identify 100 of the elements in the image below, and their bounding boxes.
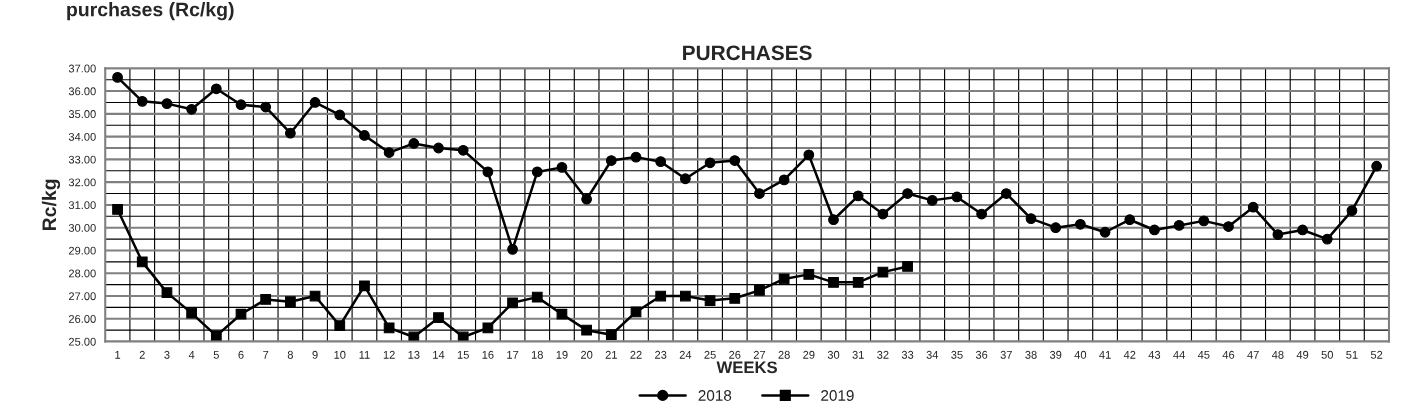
x-tick-label: 15 bbox=[457, 350, 469, 359]
y-tick-label: 33.00 bbox=[68, 155, 96, 164]
y-tick-label: 34.00 bbox=[68, 132, 96, 141]
point bbox=[334, 320, 346, 331]
x-tick-label: 19 bbox=[556, 350, 568, 359]
x-tick-label: 31 bbox=[852, 350, 864, 359]
x-tick-label: 37 bbox=[1000, 350, 1012, 359]
x-tick-label: 20 bbox=[581, 350, 593, 359]
point bbox=[828, 214, 839, 226]
point bbox=[235, 308, 247, 320]
point bbox=[359, 280, 370, 292]
x-tick-label: 29 bbox=[803, 350, 815, 359]
point bbox=[531, 291, 543, 303]
x-tick-label: 12 bbox=[383, 350, 395, 359]
point bbox=[926, 195, 938, 206]
y-tick-label: 26.00 bbox=[68, 315, 96, 323]
x-tick-label: 44 bbox=[1173, 350, 1185, 359]
point bbox=[383, 322, 395, 334]
point bbox=[457, 144, 469, 156]
x-tick-label: 1 bbox=[115, 350, 121, 359]
x-tick-label: 34 bbox=[926, 350, 939, 359]
point bbox=[433, 142, 444, 154]
point bbox=[1346, 205, 1358, 216]
y-tick-label: 27.00 bbox=[68, 292, 96, 301]
point bbox=[161, 98, 173, 109]
point bbox=[285, 127, 296, 139]
y-tick-label: 32.00 bbox=[68, 178, 96, 187]
point bbox=[778, 273, 790, 285]
y-axis-title: Rc/kg bbox=[41, 179, 61, 231]
point bbox=[852, 190, 864, 202]
x-tick-label: 47 bbox=[1247, 350, 1259, 359]
legend-label: 2018 bbox=[698, 390, 732, 401]
point bbox=[309, 97, 321, 108]
point bbox=[1000, 188, 1012, 199]
point bbox=[531, 166, 543, 178]
x-tick-label: 17 bbox=[507, 350, 519, 359]
point bbox=[1099, 226, 1111, 238]
point bbox=[704, 157, 716, 169]
x-tick-label: 11 bbox=[359, 350, 370, 359]
point bbox=[803, 149, 815, 161]
point bbox=[112, 204, 123, 215]
point bbox=[433, 312, 444, 324]
point bbox=[482, 322, 494, 334]
x-tick-label: 41 bbox=[1099, 350, 1111, 359]
point bbox=[136, 95, 148, 107]
point bbox=[1173, 220, 1185, 231]
y-tick-label: 28.00 bbox=[68, 269, 96, 278]
x-tick-label: 13 bbox=[408, 350, 420, 359]
point bbox=[383, 147, 395, 158]
point bbox=[186, 307, 198, 319]
x-tick-label: 14 bbox=[433, 350, 445, 359]
x-tick-label: 6 bbox=[238, 350, 244, 359]
point bbox=[457, 331, 469, 342]
point bbox=[1371, 160, 1383, 172]
point bbox=[976, 208, 988, 220]
x-tick-label: 28 bbox=[778, 350, 790, 359]
x-tick-label: 22 bbox=[630, 350, 642, 359]
point bbox=[902, 188, 913, 199]
point bbox=[408, 331, 420, 342]
point bbox=[704, 295, 716, 306]
point bbox=[1075, 218, 1086, 230]
y-tick-label: 36.00 bbox=[68, 87, 96, 96]
point bbox=[1321, 233, 1333, 245]
x-tick-label: 7 bbox=[263, 350, 269, 359]
y-tick-label: 35.00 bbox=[68, 110, 96, 118]
point bbox=[655, 290, 667, 302]
x-tick-label: 9 bbox=[312, 350, 318, 359]
x-tick-label: 45 bbox=[1197, 350, 1210, 359]
x-tick-label: 40 bbox=[1074, 350, 1087, 359]
point bbox=[680, 290, 691, 302]
x-tick-label: 36 bbox=[975, 350, 988, 359]
x-tick-label: 48 bbox=[1271, 350, 1284, 359]
point bbox=[951, 191, 963, 203]
point bbox=[334, 109, 346, 121]
x-tick-label: 3 bbox=[164, 350, 170, 359]
x-tick-label: 18 bbox=[531, 350, 543, 359]
x-tick-label: 50 bbox=[1321, 350, 1333, 359]
point bbox=[754, 188, 765, 199]
x-tick-label: 46 bbox=[1222, 350, 1235, 359]
x-tick-label: 32 bbox=[877, 350, 889, 359]
point bbox=[581, 324, 593, 336]
point bbox=[507, 297, 518, 309]
x-tick-label: 25 bbox=[704, 350, 716, 359]
point bbox=[507, 243, 518, 255]
point bbox=[408, 138, 420, 149]
point bbox=[803, 269, 815, 280]
point bbox=[260, 294, 272, 305]
point bbox=[1149, 224, 1160, 236]
x-tick-label: 35 bbox=[951, 350, 963, 359]
point bbox=[285, 296, 296, 308]
x-tick-label: 30 bbox=[827, 350, 840, 359]
point bbox=[556, 308, 568, 320]
chart-title: PURCHASES bbox=[683, 45, 812, 61]
point bbox=[260, 101, 272, 113]
y-tick-label: 37.00 bbox=[68, 64, 96, 73]
x-tick-label: 26 bbox=[729, 350, 741, 359]
x-tick-label: 49 bbox=[1296, 350, 1309, 359]
point bbox=[1297, 224, 1308, 236]
point bbox=[877, 266, 889, 278]
y-tick-label: 29.00 bbox=[68, 246, 96, 255]
